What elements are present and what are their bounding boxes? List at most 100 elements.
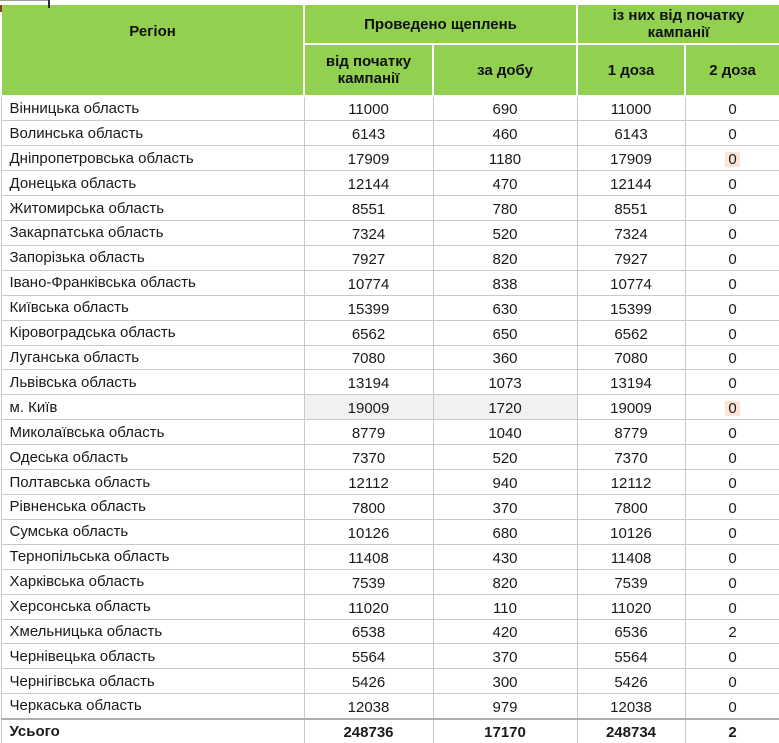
cell-dose2: 2: [684, 618, 779, 645]
table-row: Закарпатська область 7324 520 7324 0: [0, 220, 779, 246]
cell-per-day: 690: [432, 95, 578, 122]
cell-per-day: 838: [432, 269, 578, 296]
cell-per-day: 420: [432, 618, 578, 645]
cell-region: Закарпатська область: [0, 220, 305, 246]
cell-region: Полтавська область: [0, 469, 305, 495]
cell-dose1: 6562: [576, 319, 686, 346]
cell-dose1: 12112: [576, 469, 686, 495]
header-dose2: 2 доза: [684, 43, 779, 97]
cell-total-campaign: 17909: [303, 145, 434, 172]
cell-dose1: 5426: [576, 668, 686, 695]
total-row: Усього 248736 17170 248734 2: [0, 717, 779, 743]
cell-dose2: 0: [684, 494, 779, 520]
cell-dose1: 6143: [576, 120, 686, 147]
cell-dose1: 12144: [576, 170, 686, 197]
cell-dose1: 11020: [576, 593, 686, 620]
cell-total-campaign: 7539: [303, 568, 434, 595]
cell-total-campaign: 12144: [303, 170, 434, 197]
cell-per-day: 680: [432, 518, 578, 545]
cell-total-campaign: 11020: [303, 593, 434, 620]
cell-total-campaign: 7927: [303, 244, 434, 271]
cell-region: Рівненська область: [0, 494, 305, 520]
cell-dose1: 8779: [576, 419, 686, 446]
cell-total-campaign: 6538: [303, 618, 434, 645]
cell-total-campaign: 10774: [303, 269, 434, 296]
table-row: Сумська область 10126 680 10126 0: [0, 518, 779, 545]
cell-dose1: 5564: [576, 643, 686, 670]
cell-dose2: 0: [684, 394, 779, 421]
cell-dose1: 7370: [576, 444, 686, 471]
gridline-tick-artifact: [48, 0, 50, 8]
table-row: Черкаська область 12038 979 12038 0: [0, 693, 779, 720]
cell-total-campaign: 5564: [303, 643, 434, 670]
cell-dose1: 10774: [576, 269, 686, 296]
cell-total-campaign: 12112: [303, 469, 434, 495]
cell-dose2: 0: [684, 369, 779, 396]
cell-per-day: 520: [432, 444, 578, 471]
cell-total-campaign: 6562: [303, 319, 434, 346]
cell-total-campaign: 8551: [303, 195, 434, 222]
cell-dose1: 248734: [576, 717, 686, 743]
cell-region: Житомирська область: [0, 195, 305, 222]
cell-region: Івано-Франківська область: [0, 269, 305, 296]
cell-dose2: 0: [684, 693, 779, 720]
table-row: Дніпропетровська область 17909 1180 17909 0: [0, 145, 779, 172]
header-region: Регіон: [0, 3, 305, 97]
cell-total-campaign: 11000: [303, 95, 434, 122]
cell-region: Черкаська область: [0, 693, 305, 720]
cell-dose2: 0: [684, 294, 779, 321]
cell-per-day: 979: [432, 693, 578, 720]
header-per-day: за добу: [432, 43, 578, 97]
header-total-campaign: від початку кампанії: [303, 43, 434, 97]
header-dose1: 1 доза: [576, 43, 686, 97]
cell-dose1: 7539: [576, 568, 686, 595]
cell-dose1: 12038: [576, 693, 686, 720]
cell-dose2: 0: [684, 95, 779, 122]
cell-per-day: 370: [432, 643, 578, 670]
table-row: Миколаївська область 8779 1040 8779 0: [0, 419, 779, 446]
cell-dose2: 0: [684, 469, 779, 495]
cell-per-day: 630: [432, 294, 578, 321]
cell-per-day: 1040: [432, 419, 578, 446]
highlighted-value: 0: [725, 401, 740, 417]
table-row: Волинська область 6143 460 6143 0: [0, 120, 779, 147]
cell-per-day: 820: [432, 568, 578, 595]
cell-per-day: 360: [432, 344, 578, 371]
cell-region: м. Київ: [0, 394, 305, 421]
cell-total-campaign: 7324: [303, 220, 434, 246]
table-row: Вінницька область 11000 690 11000 0: [0, 95, 779, 122]
table-row: Запорізька область 7927 820 7927 0: [0, 244, 779, 271]
cell-dose1: 6536: [576, 618, 686, 645]
cell-region: Кіровоградська область: [0, 319, 305, 346]
cell-per-day: 520: [432, 220, 578, 246]
table-row: Житомирська область 8551 780 8551 0: [0, 195, 779, 222]
cell-dose1: 11000: [576, 95, 686, 122]
table-body: Вінницька область 11000 690 11000 0 Волинська…: [0, 95, 779, 743]
table-row: Івано-Франківська область 10774 838 10774 0: [0, 269, 779, 296]
cell-dose2: 0: [684, 344, 779, 371]
cell-region: Запорізька область: [0, 244, 305, 271]
table-row: Чернігівська область 5426 300 5426 0: [0, 668, 779, 695]
cell-dose1: 7324: [576, 220, 686, 246]
cell-region: Львівська область: [0, 369, 305, 396]
cell-dose1: 11408: [576, 543, 686, 570]
cell-per-day: 430: [432, 543, 578, 570]
table-row: Харківська область 7539 820 7539 0: [0, 568, 779, 595]
header-group-since-campaign: із них від початку кампанії: [576, 3, 779, 45]
cell-dose2: 0: [684, 269, 779, 296]
table-row: Донецька область 12144 470 12144 0: [0, 170, 779, 197]
cell-dose2: 0: [684, 244, 779, 271]
header-group-vaccinations: Проведено щеплень: [303, 3, 578, 45]
cell-per-day: 370: [432, 494, 578, 520]
cell-region: Вінницька область: [0, 95, 305, 122]
table-row: Хмельницька область 6538 420 6536 2: [0, 618, 779, 645]
cell-region: Чернівецька область: [0, 643, 305, 670]
cell-dose2: 0: [684, 195, 779, 222]
cell-total-campaign: 11408: [303, 543, 434, 570]
table-row: Тернопільська область 11408 430 11408 0: [0, 543, 779, 570]
table-row: Київська область 15399 630 15399 0: [0, 294, 779, 321]
cell-dose1: 10126: [576, 518, 686, 545]
cell-dose1: 19009: [576, 394, 686, 421]
table-row: Львівська область 13194 1073 13194 0: [0, 369, 779, 396]
gridline-artifact: [0, 0, 49, 1]
